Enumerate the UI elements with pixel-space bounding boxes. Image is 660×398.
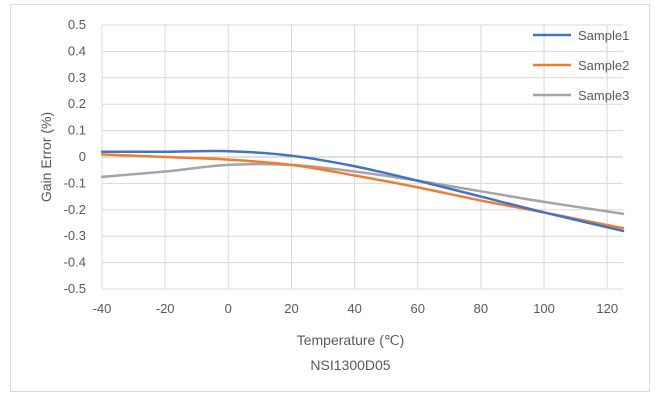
x-axis-ticks: -40 -20 0 20 40 60 80 100 120 — [93, 301, 618, 316]
chart-svg: 0.5 0.4 0.3 0.2 0.1 0 -0.1 -0.2 -0.3 -0.4 -0.5 -40… — [38, 17, 629, 373]
chart-subtitle: NSI1300D05 — [310, 357, 390, 373]
y-tick-label: -0.1 — [64, 175, 86, 190]
x-tick-label: 80 — [474, 301, 488, 316]
x-tick-label: 20 — [284, 301, 298, 316]
y-tick-label: -0.2 — [64, 202, 86, 217]
legend-label: Sample1 — [578, 28, 629, 43]
series-line-sample2 — [100, 153, 625, 230]
y-tick-label: 0.5 — [68, 17, 86, 32]
y-tick-label: -0.4 — [64, 255, 86, 270]
legend-label: Sample3 — [578, 88, 629, 103]
legend-label: Sample2 — [578, 58, 629, 73]
x-tick-label: 120 — [596, 301, 618, 316]
legend: Sample1 Sample2 Sample3 — [533, 28, 629, 103]
y-tick-label: 0.2 — [68, 96, 86, 111]
y-tick-label: -0.3 — [64, 228, 86, 243]
series-line-sample3 — [100, 162, 625, 216]
series-line-sample1 — [100, 149, 625, 233]
x-tick-label: 0 — [225, 301, 232, 316]
y-tick-label: 0.4 — [68, 43, 86, 58]
series-lines — [100, 149, 625, 233]
y-tick-label: 0 — [79, 149, 86, 164]
chart-frame: 0.5 0.4 0.3 0.2 0.1 0 -0.1 -0.2 -0.3 -0.4 -0.5 -40… — [10, 4, 650, 392]
x-tick-label: 60 — [411, 301, 425, 316]
y-axis-title: Gain Error (%) — [38, 112, 54, 202]
y-tick-label: -0.5 — [64, 281, 86, 296]
x-tick-label: -40 — [93, 301, 112, 316]
x-axis-title: Temperature (℃) — [297, 332, 405, 348]
x-tick-label: 100 — [533, 301, 555, 316]
y-tick-label: 0.1 — [68, 123, 86, 138]
y-axis-ticks: 0.5 0.4 0.3 0.2 0.1 0 -0.1 -0.2 -0.3 -0.4 -0.5 — [64, 17, 86, 296]
x-tick-label: -20 — [156, 301, 175, 316]
x-tick-label: 40 — [347, 301, 361, 316]
y-tick-label: 0.3 — [68, 70, 86, 85]
